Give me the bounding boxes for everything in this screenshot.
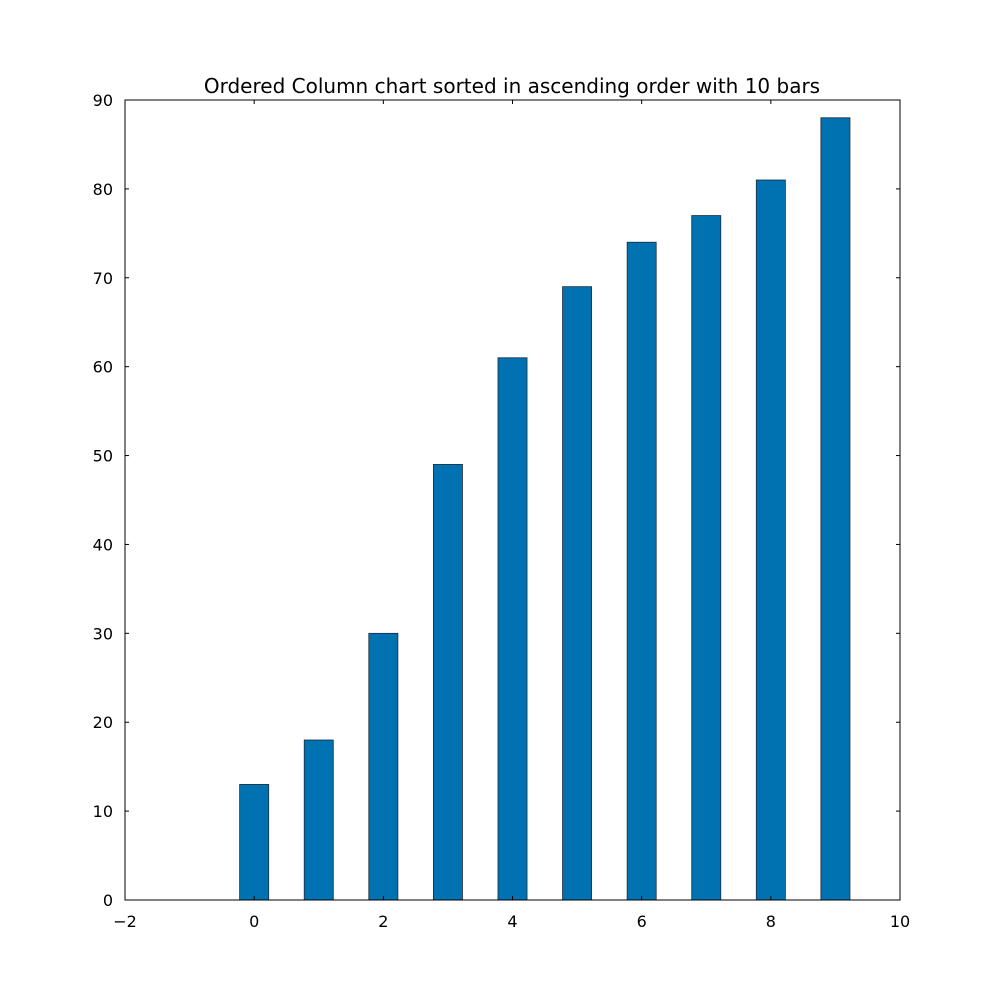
bar-7 [691, 215, 722, 901]
x-tick-label: 2 [378, 912, 388, 931]
x-tick-label: 8 [766, 912, 776, 931]
x-tick-label: 4 [507, 912, 517, 931]
bar-8 [755, 179, 786, 901]
y-tick-label: 40 [93, 535, 113, 554]
bar-6 [626, 241, 657, 901]
bar-1 [303, 739, 334, 901]
y-tick-label: 0 [103, 891, 113, 910]
x-tick-label: 6 [637, 912, 647, 931]
bar-4 [497, 357, 528, 901]
x-tick-label: 10 [890, 912, 910, 931]
bar-3 [432, 464, 463, 901]
y-tick-label: 10 [93, 802, 113, 821]
x-tick-label: −2 [113, 912, 137, 931]
y-tick-label: 30 [93, 624, 113, 643]
chart-title: Ordered Column chart sorted in ascending… [204, 74, 820, 98]
bar-0 [239, 784, 270, 901]
y-tick-label: 90 [93, 91, 113, 110]
y-tick-label: 60 [93, 358, 113, 377]
bar-5 [562, 286, 593, 901]
y-tick-label: 50 [93, 447, 113, 466]
bar-9 [820, 117, 851, 901]
y-tick-label: 70 [93, 269, 113, 288]
bars-layer [239, 117, 851, 901]
y-tick-label: 20 [93, 713, 113, 732]
x-tick-label: 0 [249, 912, 259, 931]
y-tick-label: 80 [93, 180, 113, 199]
bar-2 [368, 632, 399, 901]
